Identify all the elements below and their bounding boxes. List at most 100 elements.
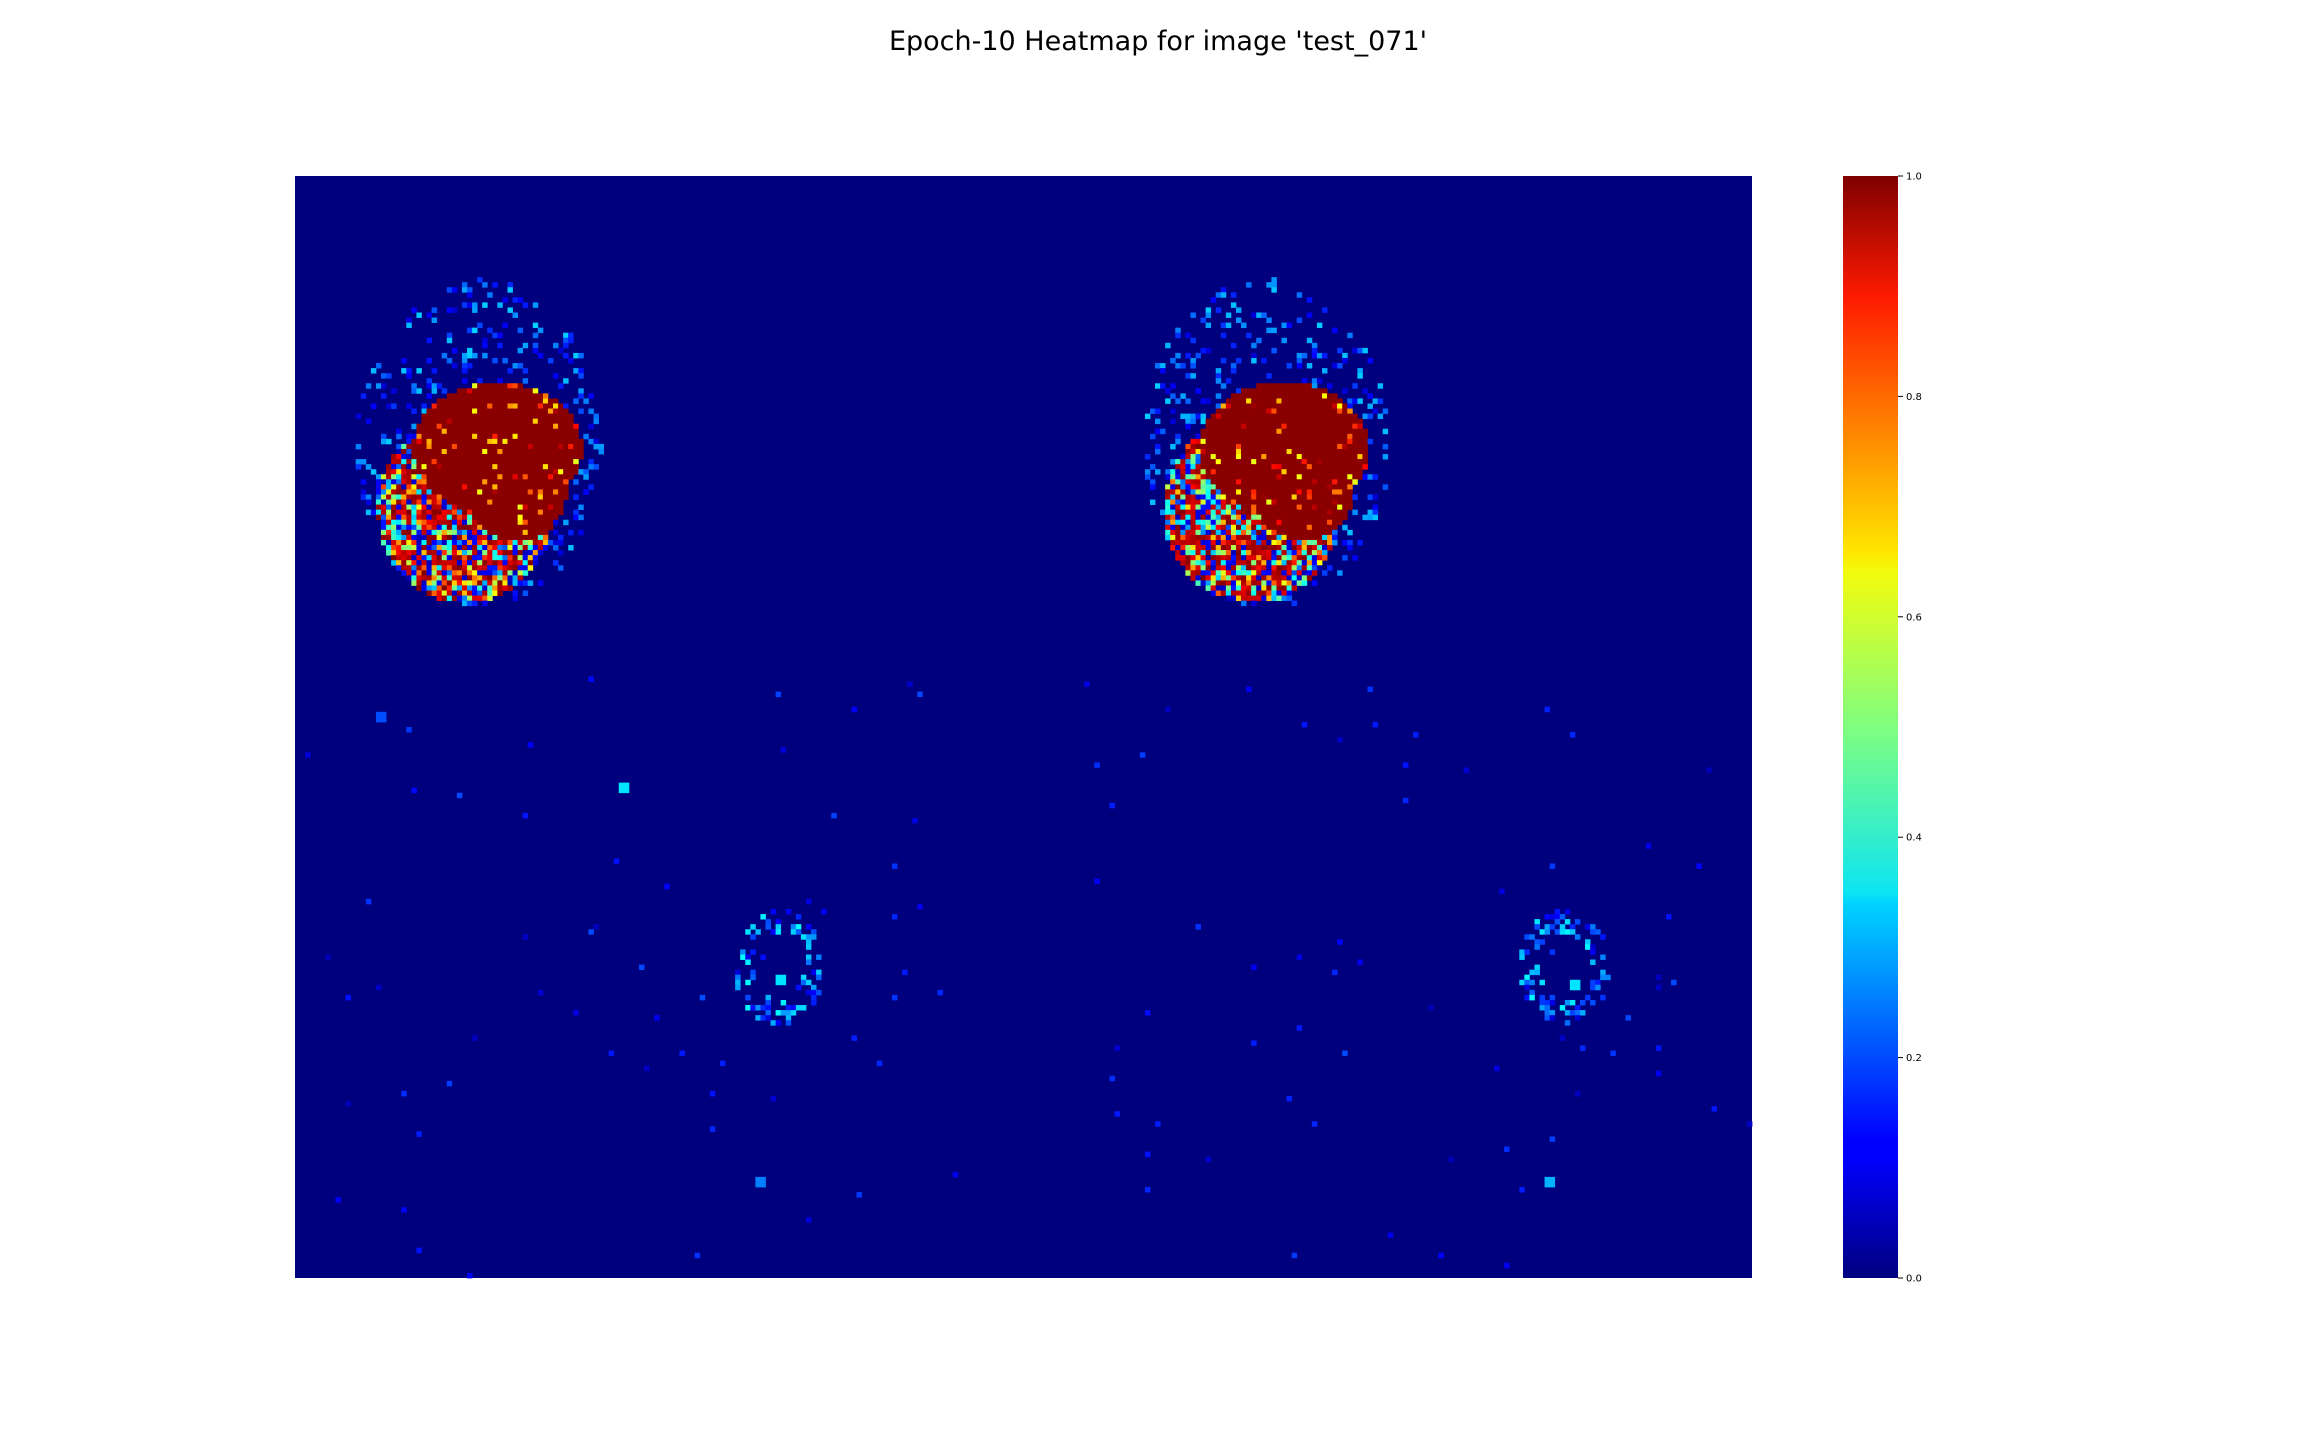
heatmap-cell	[451, 459, 458, 465]
heatmap-cell	[1296, 519, 1303, 526]
heatmap-cell	[1301, 474, 1308, 480]
heatmap-cell	[492, 428, 498, 435]
heatmap-cell	[1251, 484, 1257, 490]
heatmap-cell	[365, 499, 372, 505]
heatmap-cell	[1332, 418, 1338, 425]
heatmap-cell	[1230, 459, 1237, 465]
heatmap-cell	[1377, 383, 1384, 389]
heatmap-cell	[1220, 454, 1227, 460]
heatmap-cell	[441, 398, 448, 404]
heatmap-cell	[1296, 494, 1303, 500]
heatmap-cell	[1362, 347, 1368, 354]
heatmap-cell	[487, 448, 493, 455]
heatmap-cell	[1215, 519, 1222, 526]
heatmap-cell	[451, 499, 458, 505]
heatmap-cell	[1296, 464, 1303, 470]
heatmap-cell	[1291, 448, 1298, 455]
heatmap-cell	[507, 479, 513, 485]
heatmap-cell	[1225, 509, 1232, 516]
heatmap-cell	[1266, 499, 1272, 505]
heatmap-cell	[1261, 550, 1267, 556]
heatmap-cell	[482, 489, 488, 495]
heatmap-cell	[502, 428, 508, 435]
heatmap-cell	[1266, 565, 1272, 571]
heatmap-cell	[436, 550, 443, 556]
heatmap-cell	[537, 504, 544, 511]
heatmap-cell	[1266, 327, 1272, 334]
heatmap-cell	[431, 418, 438, 425]
heatmap-cell	[1225, 560, 1232, 566]
heatmap-cell	[502, 459, 508, 465]
heatmap-cell	[522, 529, 529, 536]
heatmap-cell	[1220, 474, 1227, 480]
heatmap-cell	[537, 524, 544, 531]
heatmap-cell	[487, 418, 493, 425]
heatmap-cell	[527, 388, 534, 394]
heatmap-cell	[1220, 469, 1227, 475]
heatmap-cell	[1235, 494, 1242, 500]
heatmap-cell	[401, 509, 407, 516]
heatmap-cell	[537, 499, 544, 505]
heatmap-cell	[1291, 428, 1298, 435]
heatmap-cell	[1337, 464, 1343, 470]
heatmap-cell	[507, 529, 513, 536]
heatmap-cell	[1337, 398, 1343, 404]
heatmap-cell	[1291, 489, 1298, 495]
heatmap-cell	[507, 443, 513, 450]
heatmap-cell	[1610, 1050, 1616, 1056]
heatmap-cell	[568, 545, 574, 551]
heatmap-cell	[553, 509, 559, 516]
heatmap-cell	[451, 418, 458, 425]
heatmap-cell	[487, 433, 493, 440]
heatmap-cell	[1286, 474, 1293, 480]
heatmap-cell	[573, 438, 579, 445]
heatmap-cell	[1215, 423, 1222, 430]
heatmap-cell	[1261, 499, 1267, 505]
heatmap-cell	[1251, 443, 1257, 450]
heatmap-cell	[765, 1015, 771, 1021]
heatmap-cell	[1316, 484, 1323, 490]
heatmap-cell	[1266, 529, 1272, 536]
heatmap-cell	[1190, 494, 1196, 500]
heatmap-cell	[1271, 524, 1277, 531]
heatmap-cell	[381, 534, 387, 541]
heatmap-cell	[441, 438, 448, 445]
heatmap-cell	[345, 994, 352, 1001]
heatmap-cell	[547, 519, 554, 526]
heatmap-cell	[1352, 448, 1358, 455]
heatmap-cell	[1235, 595, 1242, 602]
heatmap-cell	[461, 438, 468, 445]
heatmap-cell	[492, 499, 498, 505]
heatmap-cell	[1357, 368, 1363, 374]
heatmap-cell	[416, 454, 422, 460]
heatmap-cell	[1564, 1010, 1571, 1016]
heatmap-cell	[1180, 494, 1186, 500]
heatmap-cell	[558, 504, 564, 511]
heatmap-cell	[1215, 545, 1222, 551]
heatmap-cell	[1220, 332, 1227, 339]
heatmap-cell	[512, 595, 518, 602]
heatmap-cell	[517, 363, 524, 369]
heatmap-cell	[1590, 944, 1596, 950]
heatmap-cell	[542, 413, 549, 420]
heatmap-cell	[1266, 570, 1272, 576]
heatmap-cell	[472, 484, 478, 490]
heatmap-cell	[1291, 433, 1298, 440]
heatmap-cell	[1327, 529, 1333, 536]
heatmap-cell	[1311, 393, 1318, 399]
heatmap-cell	[532, 454, 539, 460]
heatmap-cell	[1316, 545, 1323, 551]
heatmap-cell	[365, 418, 372, 425]
heatmap-cell	[461, 423, 468, 430]
heatmap-cell	[1301, 469, 1308, 475]
heatmap-cell	[1210, 489, 1217, 495]
heatmap-cell	[1190, 448, 1196, 455]
heatmap-cell	[1301, 479, 1308, 485]
heatmap-cell	[1316, 519, 1323, 526]
heatmap-cell	[472, 408, 478, 414]
heatmap-cell	[1246, 454, 1252, 460]
heatmap-cell	[421, 423, 427, 430]
heatmap-cell	[558, 418, 564, 425]
heatmap-cell	[492, 388, 498, 394]
heatmap-cell	[1185, 332, 1191, 339]
